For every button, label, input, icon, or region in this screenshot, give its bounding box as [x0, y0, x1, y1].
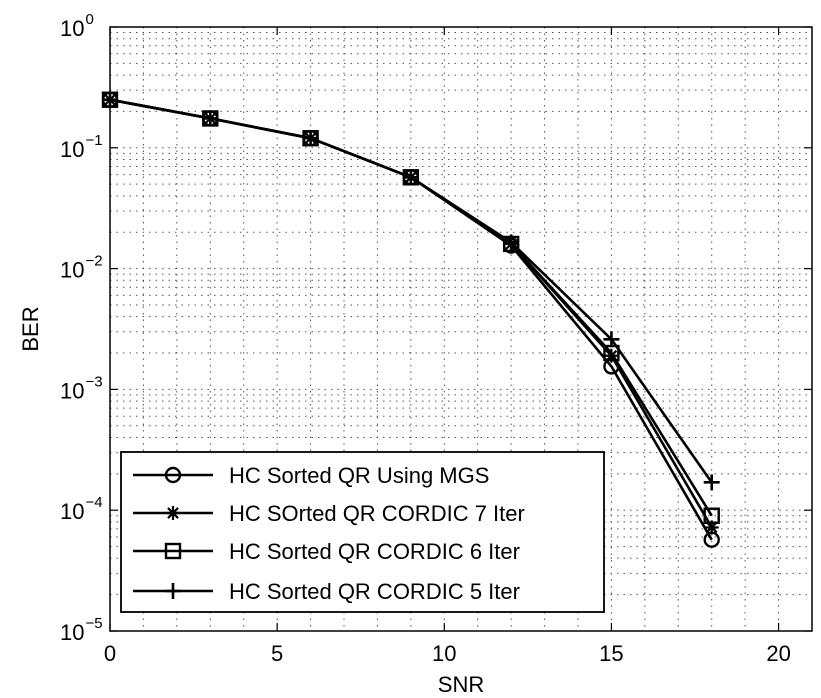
x-axis-label: SNR [438, 672, 484, 697]
y-tick-label: 10−5 [60, 615, 103, 645]
legend: HC Sorted QR Using MGS HC SOrted QR CORDI… [120, 451, 605, 613]
y-tick-label: 100 [60, 11, 94, 41]
y-tick-label: 10−3 [60, 373, 103, 403]
legend-label: HC Sorted QR Using MGS [229, 463, 489, 488]
marker-plus [503, 234, 520, 251]
series-lines [101, 91, 720, 548]
marker-square [703, 507, 720, 524]
marker-plus [603, 331, 620, 348]
x-tick-label: 15 [599, 641, 623, 666]
legend-label: HC Sorted QR CORDIC 6 Iter [229, 539, 520, 564]
marker-plus [703, 474, 720, 491]
legend-box [120, 451, 605, 613]
marker-plus [202, 110, 219, 127]
marker-plus [402, 169, 419, 186]
x-tick-label: 20 [766, 641, 790, 666]
marker-star [166, 506, 180, 520]
marker-circle [164, 466, 182, 484]
y-tick-label: 10−4 [60, 494, 103, 524]
marker-plus [165, 583, 181, 599]
marker-square [164, 542, 182, 560]
plot-frame [109, 26, 813, 632]
legend-label: HC SOrted QR CORDIC 7 Iter [229, 501, 525, 526]
x-tick-label: 5 [271, 641, 283, 666]
marker-star [604, 348, 619, 363]
y-axis-label: BER [18, 306, 43, 351]
ticks: 0 5 10 15 20 10−5 10−4 10−3 10−2 10−1 100 [60, 11, 812, 666]
x-tick-label: 10 [432, 641, 456, 666]
legend-label: HC Sorted QR CORDIC 5 Iter [229, 579, 520, 604]
marker-star [704, 520, 719, 535]
x-tick-label: 0 [104, 641, 116, 666]
y-tick-label: 10−2 [60, 253, 103, 283]
y-tick-label: 10−1 [60, 132, 103, 162]
marker-plus [302, 130, 319, 147]
